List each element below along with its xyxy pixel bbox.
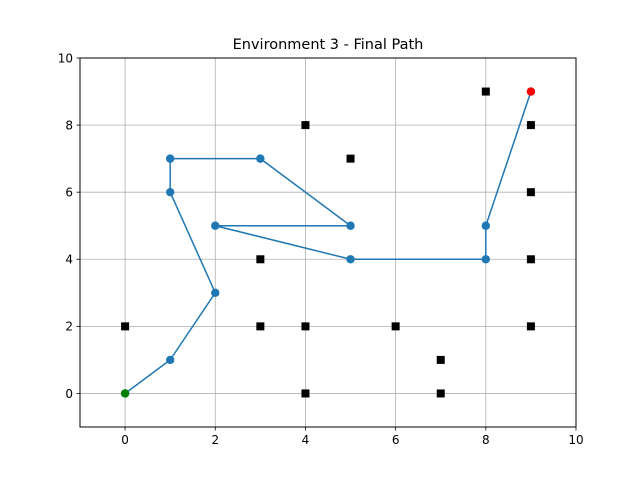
- y-tick-label: 6: [65, 185, 73, 199]
- obstacle-marker: [301, 322, 310, 331]
- y-axis-ticks: 0 2 4 6 8 10: [58, 51, 80, 401]
- path-layer: [120, 87, 536, 398]
- obstacle-marker: [481, 87, 490, 96]
- obstacle-marker: [301, 121, 310, 130]
- path-point: [211, 288, 220, 298]
- y-tick-label: 2: [65, 320, 73, 334]
- obstacle-marker: [526, 121, 535, 130]
- path-point: [165, 154, 175, 163]
- goal-point: [526, 87, 536, 96]
- path-point: [256, 154, 265, 163]
- obstacle-marker: [121, 322, 130, 331]
- path-point: [346, 255, 355, 264]
- path-point: [165, 355, 175, 365]
- y-tick-label: 0: [65, 387, 73, 401]
- obstacle-marker: [301, 389, 310, 398]
- x-tick-label: 8: [482, 433, 490, 447]
- obstacle-marker: [346, 154, 355, 163]
- obstacle-marker: [526, 322, 535, 331]
- obstacle-marker: [391, 322, 400, 331]
- y-tick-label: 10: [58, 51, 73, 65]
- x-tick-label: 2: [211, 433, 219, 447]
- path-point: [346, 221, 355, 230]
- path-point: [481, 221, 491, 230]
- path-point: [481, 255, 491, 264]
- path-point: [211, 221, 220, 230]
- x-tick-label: 10: [568, 433, 583, 447]
- x-tick-label: 6: [392, 433, 400, 447]
- obstacle-marker: [436, 389, 445, 398]
- obstacle-layer: [121, 87, 535, 398]
- x-axis-ticks: 0 2 4 6 8 10: [121, 427, 584, 447]
- path-line: [124, 91, 532, 395]
- start-point: [120, 389, 130, 398]
- y-tick-label: 4: [65, 253, 73, 267]
- obstacle-marker: [436, 355, 445, 364]
- obstacle-marker: [256, 322, 265, 331]
- obstacle-marker: [526, 188, 535, 197]
- obstacle-marker: [256, 255, 265, 264]
- endpoint-layer: [120, 87, 536, 398]
- x-tick-label: 4: [302, 433, 310, 447]
- plot-frame: [79, 57, 577, 428]
- x-tick-label: 0: [121, 433, 129, 447]
- y-tick-label: 8: [65, 118, 73, 132]
- obstacle-marker: [526, 255, 535, 264]
- path-point: [165, 187, 175, 197]
- chart-title: Environment 3 - Final Path: [233, 37, 424, 53]
